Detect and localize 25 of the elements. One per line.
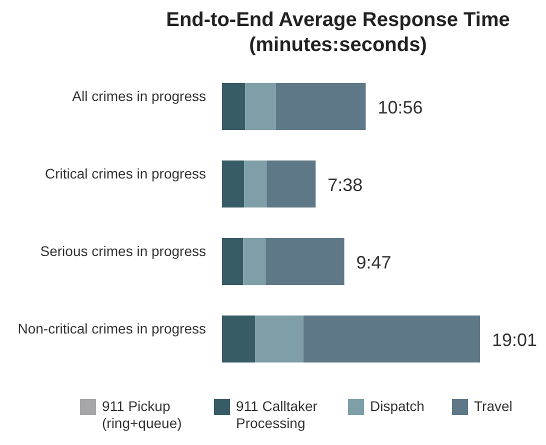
y-tick-label: Critical crimes in progress (44, 165, 206, 182)
annotation: 10:56 (378, 98, 423, 118)
annotation: 9:47 (356, 252, 392, 272)
bar (222, 316, 256, 362)
text: 19:01 (492, 330, 538, 350)
bar (266, 238, 344, 285)
bar (276, 83, 366, 130)
legend-label: 911 Pickup (ring+queue) (102, 398, 183, 432)
bar (243, 238, 266, 285)
bar (255, 316, 304, 362)
y-tick-label: Non-critical crimes in progress (18, 320, 206, 336)
y-tick-label: All crimes in progress (72, 88, 206, 104)
annotation: 7:38 (328, 175, 363, 195)
bar (222, 160, 244, 208)
chart-title: End-to-End Average Response Time (minutes:seconds) (165, 8, 511, 58)
legend-label: 911 Calltaker Processing (236, 398, 318, 432)
bar (222, 83, 246, 130)
bar (244, 160, 267, 208)
bar (303, 316, 480, 362)
bar (222, 238, 244, 285)
y-tick-label: Serious crimes in progress (40, 242, 206, 259)
legend-label: Dispatch (370, 398, 426, 415)
bar (245, 83, 276, 130)
legend-label: Travel (474, 398, 514, 415)
bar (266, 160, 316, 208)
